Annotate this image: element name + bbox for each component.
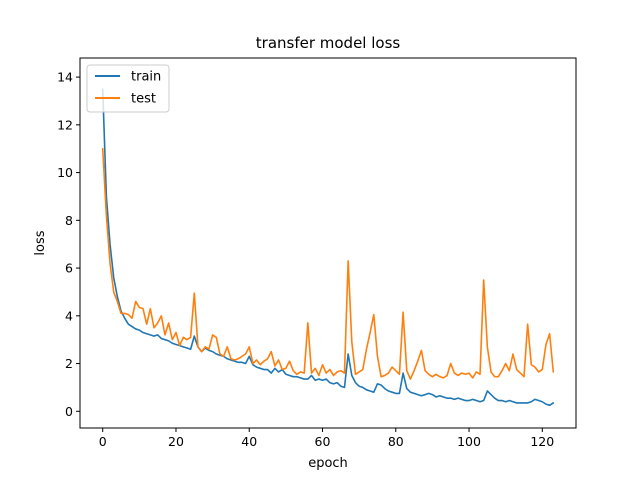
series-line-train <box>101 88 555 407</box>
x-axis-ticks: 0 20 40 60 80 100 120 <box>99 428 554 449</box>
axes-frame <box>79 57 577 429</box>
y-tick-label: 4 <box>65 308 73 323</box>
x-tick-label: 40 <box>241 434 257 449</box>
plot-area: 0 20 40 60 80 100 120 0 2 4 6 8 10 12 14 <box>57 57 577 449</box>
x-tick-label: 120 <box>530 434 554 449</box>
x-axis-label: epoch <box>308 456 348 471</box>
y-tick-label: 6 <box>65 261 73 276</box>
legend: train test <box>86 64 170 113</box>
y-tick-label: 12 <box>57 117 73 132</box>
y-tick-label: 10 <box>57 165 73 180</box>
y-tick-label: 2 <box>65 356 73 371</box>
series-line-test <box>101 147 555 380</box>
legend-label-train: train <box>131 70 161 85</box>
y-axis-ticks: 0 2 4 6 8 10 12 14 <box>57 70 80 419</box>
y-tick-label: 8 <box>65 213 73 228</box>
chart-title: transfer model loss <box>256 34 401 52</box>
y-tick-label: 0 <box>65 404 73 419</box>
y-axis-label: loss <box>33 230 48 255</box>
x-tick-label: 60 <box>315 434 331 449</box>
x-tick-label: 0 <box>99 434 107 449</box>
legend-label-test: test <box>131 92 156 107</box>
y-tick-label: 14 <box>57 70 73 85</box>
x-tick-label: 80 <box>388 434 404 449</box>
x-tick-label: 100 <box>457 434 481 449</box>
x-tick-label: 20 <box>168 434 184 449</box>
series-lines <box>101 88 555 407</box>
